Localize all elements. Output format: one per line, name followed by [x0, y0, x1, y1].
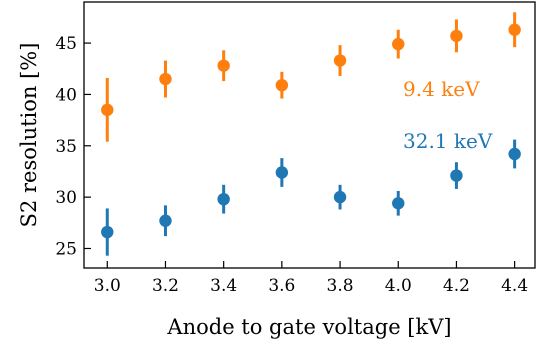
x-tick-label: 3.6	[268, 276, 295, 296]
x-tick-label: 3.0	[94, 276, 121, 296]
x-tick-label: 4.0	[385, 276, 412, 296]
x-tick-label: 4.4	[501, 276, 528, 296]
x-tick-label: 3.4	[210, 276, 237, 296]
data-point	[392, 37, 405, 51]
data-point	[101, 225, 114, 239]
series-labels: 9.4 keV 32.1 keV	[403, 77, 493, 153]
axis-ticks: 3.0 3.2 3.4 3.6 3.8 4.0 4.2 4.4 25 30 35 40 45	[55, 34, 528, 296]
y-tick-label: 45	[55, 34, 77, 54]
data-point	[450, 29, 463, 43]
series-label-9-4-kev: 9.4 keV	[403, 77, 480, 101]
data-point	[275, 166, 289, 179]
x-axis-label: Anode to gate voltage [kV]	[166, 315, 451, 339]
data-point	[217, 192, 230, 206]
y-tick-label: 35	[55, 137, 77, 157]
series-9-4-kev	[101, 12, 521, 142]
data-point	[217, 59, 230, 72]
y-axis-label: S2 resolution [%]	[17, 43, 41, 228]
data-point	[508, 147, 521, 161]
data-point	[275, 78, 289, 92]
data-point	[392, 197, 405, 210]
data-point	[333, 190, 347, 204]
data-point	[333, 54, 347, 67]
data-point	[159, 214, 172, 227]
y-tick-label: 40	[55, 85, 77, 105]
data-point	[508, 23, 521, 36]
data-point	[101, 103, 114, 117]
x-tick-label: 4.2	[443, 276, 470, 296]
y-tick-label: 25	[55, 239, 77, 259]
data-point	[450, 169, 463, 182]
x-tick-label: 3.2	[152, 276, 179, 296]
plot-marks	[101, 12, 521, 256]
y-tick-label: 30	[55, 188, 77, 208]
plot-frame	[83, 1, 536, 269]
series-32-1-kev	[101, 139, 521, 256]
series-label-32-1-kev: 32.1 keV	[403, 129, 493, 153]
x-tick-label: 3.8	[327, 276, 354, 296]
data-point	[159, 72, 172, 86]
